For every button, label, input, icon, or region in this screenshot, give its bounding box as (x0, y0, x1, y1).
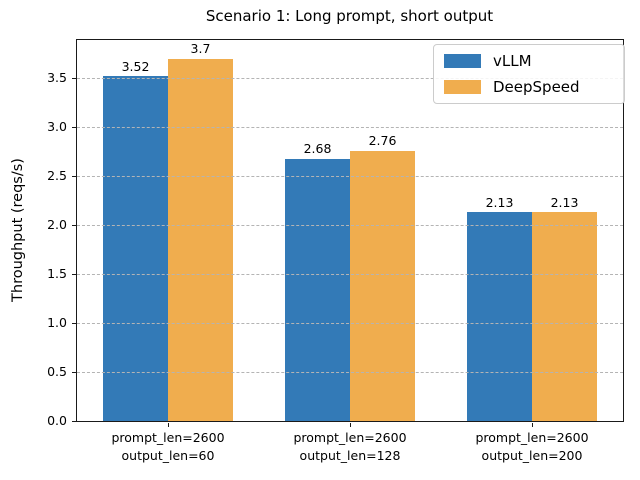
y-tick-label: 2.5 (47, 167, 67, 183)
y-tick-mark (72, 322, 76, 324)
chart-title: Scenario 1: Long prompt, short output (205, 7, 494, 25)
y-tick-mark (72, 77, 76, 79)
y-tick-mark (72, 371, 76, 373)
bar-deepspeed-1 (350, 150, 415, 421)
y-tick-mark (72, 175, 76, 177)
bar-value-label: 2.13 (485, 194, 514, 210)
x-tick-mark (167, 423, 169, 427)
legend: vLLM DeepSpeed (433, 44, 625, 104)
y-tick-label: 3.0 (47, 118, 67, 134)
legend-item-deepspeed: DeepSpeed (444, 77, 612, 96)
y-tick-label: 0.5 (47, 363, 67, 379)
legend-item-vllm: vLLM (444, 53, 612, 70)
y-tick-mark (72, 126, 76, 128)
bar-value-label: 3.52 (121, 58, 150, 74)
legend-label-deepspeed: DeepSpeed (493, 77, 580, 96)
y-tick-mark (72, 224, 76, 226)
y-tick-mark (72, 420, 76, 422)
legend-swatch-vllm (444, 54, 481, 69)
y-tick-label: 3.5 (47, 69, 67, 85)
y-tick-mark (72, 273, 76, 275)
bar-deepspeed-2 (532, 212, 597, 421)
legend-swatch-deepspeed (444, 79, 481, 94)
y-tick-label: 1.0 (47, 314, 67, 330)
x-tick-label: prompt_len=2600 output_len=60 (111, 430, 225, 464)
bar-value-label: 2.76 (368, 133, 397, 149)
x-tick-mark (531, 423, 533, 427)
x-tick-label: prompt_len=2600 output_len=128 (293, 430, 407, 464)
bar-vllm-1 (285, 158, 350, 421)
bar-value-label: 2.68 (303, 141, 332, 157)
y-tick-label: 2.0 (47, 216, 67, 232)
bar-value-label: 3.7 (190, 41, 211, 57)
bar-value-label: 2.13 (550, 194, 579, 210)
bar-vllm-0 (103, 76, 168, 421)
x-tick-mark (349, 423, 351, 427)
bar-vllm-2 (467, 212, 532, 421)
x-tick-label: prompt_len=2600 output_len=200 (475, 430, 589, 464)
legend-label-vllm: vLLM (493, 52, 532, 70)
y-tick-label: 1.5 (47, 265, 67, 281)
bar-deepspeed-0 (168, 58, 233, 421)
y-tick-label: 0.0 (47, 412, 67, 428)
